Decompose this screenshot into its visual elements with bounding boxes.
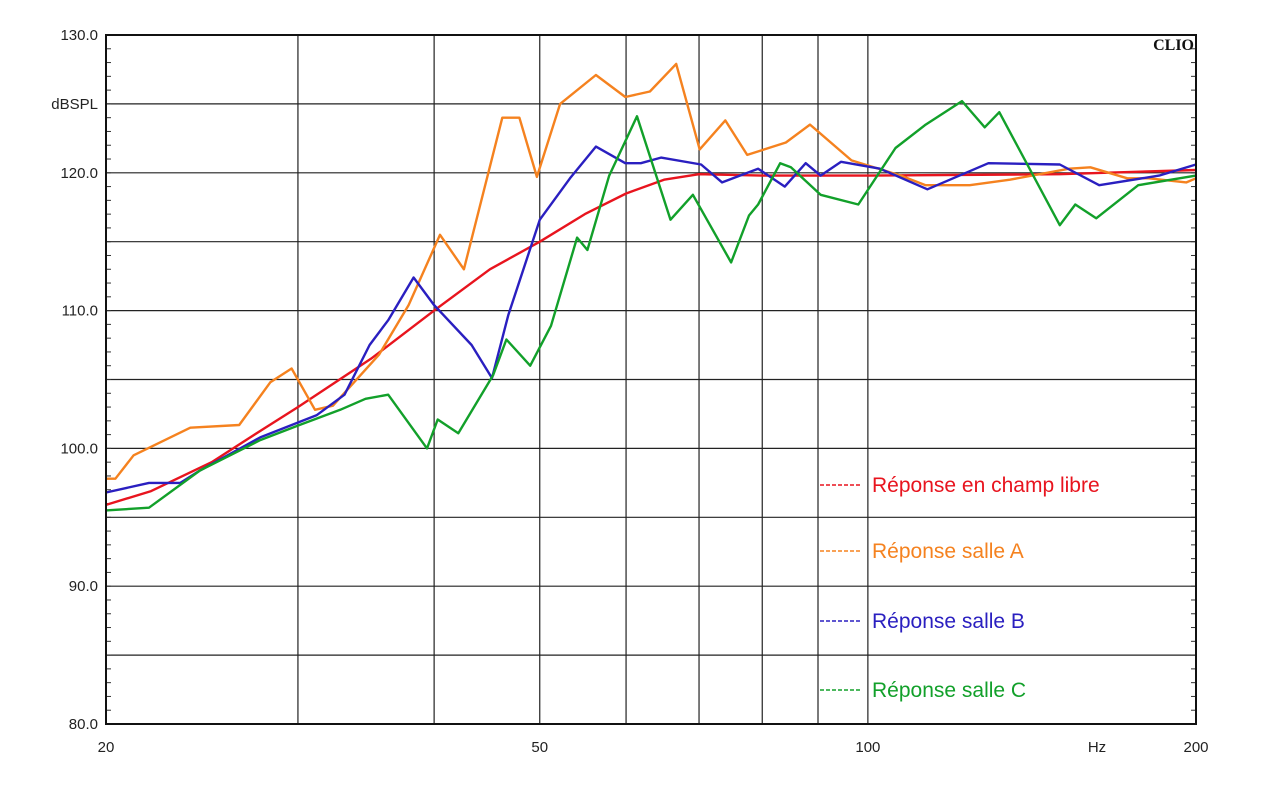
y-tick-label: 130.0 (60, 27, 98, 44)
y-tick-label: 80.0 (69, 716, 98, 733)
legend-label: Réponse salle B (872, 610, 1025, 633)
y-tick-label: 110.0 (62, 303, 98, 320)
y-axis-unit-label: dBSPL (51, 96, 98, 113)
x-axis-labels: 20 50 100 200 (98, 739, 1209, 756)
x-tick-label: 100 (855, 739, 880, 756)
series-line-3 (105, 145, 1197, 494)
y-axis-labels: 130.0 120.0 110.0 100.0 90.0 80.0 (60, 27, 98, 733)
x-axis-unit-label: Hz (1088, 739, 1106, 756)
x-tick-label: 50 (531, 739, 548, 756)
y-tick-label: 90.0 (69, 578, 98, 595)
legend-label: Réponse salle C (872, 679, 1026, 702)
x-tick-label: 20 (98, 739, 115, 756)
plot-frame (105, 34, 1197, 725)
legend-label: Réponse en champ libre (872, 474, 1100, 497)
series-lines (105, 62, 1197, 512)
legend-label: Réponse salle A (872, 540, 1024, 563)
legend: Réponse en champ libre Réponse salle A Rép… (820, 474, 1100, 702)
y-tick-label: 100.0 (60, 440, 98, 457)
series-line-2 (106, 62, 1197, 480)
series-line-1 (105, 168, 1197, 507)
series-line-4 (105, 99, 1197, 512)
clio-brand-logo: CLIO (1153, 37, 1194, 54)
x-tick-label: 200 (1183, 739, 1208, 756)
grid (106, 35, 1196, 724)
y-tick-label: 120.0 (60, 165, 98, 182)
